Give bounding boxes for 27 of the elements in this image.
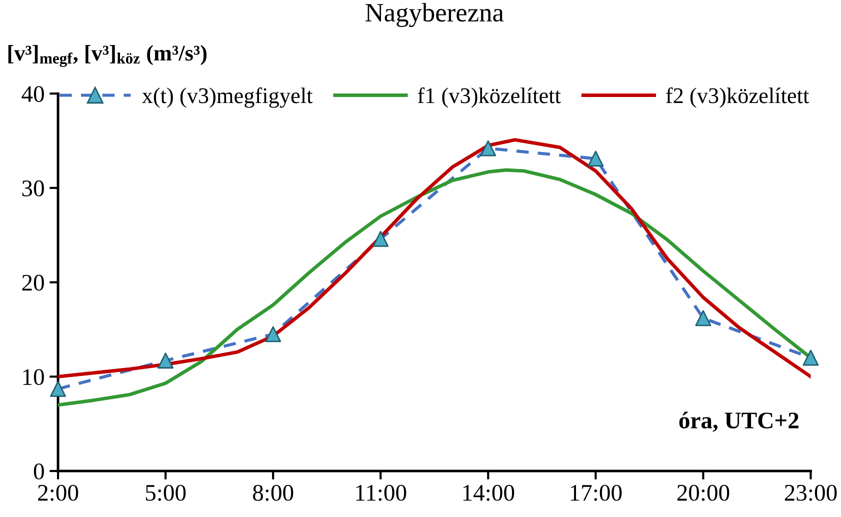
chart-title: Nagyberezna xyxy=(366,3,504,28)
x-tick-label: 5:00 xyxy=(146,484,186,501)
point xyxy=(695,310,712,326)
y-tick-label: 20 xyxy=(22,274,44,291)
point xyxy=(50,380,66,397)
y-tick-label: 40 xyxy=(22,86,44,102)
x-tick-label: 23:00 xyxy=(784,484,837,501)
y-tick-label: 10 xyxy=(23,369,44,386)
point xyxy=(802,350,819,366)
point xyxy=(265,326,282,342)
x-tick-label: 8:00 xyxy=(252,484,294,501)
x-tick-label: 2:00 xyxy=(38,484,78,501)
point xyxy=(158,352,174,369)
point xyxy=(480,140,496,156)
x-tick-label: 11:00 xyxy=(356,484,406,501)
y-axis-title: [v³]$_{megf}$, [v³]$_{köz}$ (m³/s³) xyxy=(8,44,207,67)
x-axis-title: óra, UTC+2 xyxy=(679,412,798,432)
point xyxy=(588,150,604,167)
legend-label: f1 (v3)közelített xyxy=(418,87,561,108)
y-tick-label: 0 xyxy=(34,463,44,480)
x-tick-label: 14:00 xyxy=(463,484,514,501)
point xyxy=(372,230,389,247)
legend-label: f2 (v3)közelített xyxy=(666,87,810,108)
x-tick-label: 17:00 xyxy=(570,484,622,501)
x-tick-label: 20:00 xyxy=(677,484,730,501)
legend-label: x(t) (v3)megfigyelt xyxy=(142,87,313,108)
y-tick-label: 30 xyxy=(22,180,44,196)
